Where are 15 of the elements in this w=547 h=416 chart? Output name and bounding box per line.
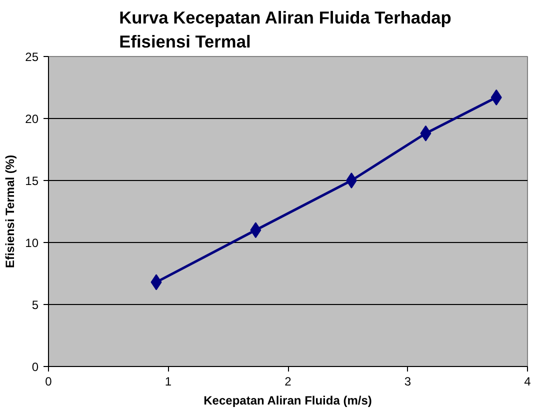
chart-title: Kurva Kecepatan Aliran Fluida Terhadap Efisiensi Termal <box>119 8 452 52</box>
x-tick-label: 3 <box>404 374 412 388</box>
x-tick-label: 0 <box>45 374 52 388</box>
x-tick-label: 2 <box>284 374 292 388</box>
y-tick-label: 25 <box>25 50 39 64</box>
y-tick-label: 10 <box>25 236 39 250</box>
y-tick-label: 15 <box>25 174 39 188</box>
y-axis-title: Efisiensi Termal (%) <box>3 154 18 268</box>
y-tick-label: 5 <box>32 298 39 312</box>
point <box>346 172 357 188</box>
x-tick-label: 4 <box>524 374 532 388</box>
y-tick-label: 20 <box>25 112 39 126</box>
y-tick-label: 0 <box>32 360 39 374</box>
x-tick-label: 1 <box>164 374 172 388</box>
x-axis-title: Kecepatan Aliran Fluida (m/s) <box>204 394 372 408</box>
